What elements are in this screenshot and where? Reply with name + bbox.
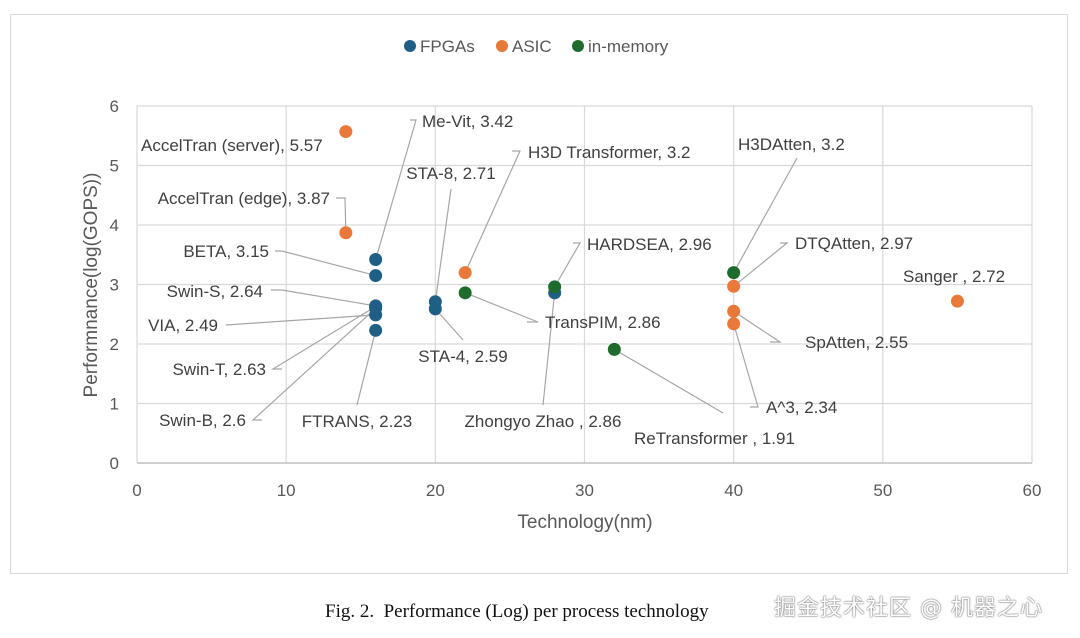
data-label: Zhongyo Zhao , 2.86 — [465, 412, 622, 431]
leader-line — [733, 157, 798, 273]
data-label: ReTransformer , 1.91 — [634, 429, 795, 448]
leader-line — [434, 308, 464, 341]
data-label: HARDSEA, 2.96 — [587, 235, 712, 254]
chart-frame — [10, 14, 1068, 574]
data-label: DTQAtten, 2.97 — [795, 234, 913, 253]
data-label: H3D Transformer, 3.2 — [528, 143, 691, 162]
y-tick-label: 1 — [110, 395, 119, 414]
legend-item-in-memory: in-memory — [572, 37, 669, 56]
data-label: SpAtten, 2.55 — [805, 333, 908, 352]
axes: 0 10 20 30 40 50 60 0 1 2 3 4 5 6 — [110, 97, 1042, 500]
data-label: AccelTran (edge), 3.87 — [158, 189, 330, 208]
leader-line — [554, 242, 582, 288]
x-axis-title: Technology(nm) — [517, 512, 652, 533]
data-label: TransPIM, 2.86 — [545, 313, 661, 332]
leader-line — [464, 150, 521, 273]
data-point-in-memory — [458, 286, 472, 300]
leader-line — [225, 314, 376, 326]
y-tick-label: 4 — [110, 216, 119, 235]
leader-line — [733, 242, 789, 287]
data-point-asic — [950, 294, 964, 308]
x-tick-label: 50 — [873, 481, 892, 500]
data-label: VIA, 2.49 — [148, 316, 218, 335]
data-point-asic — [727, 304, 741, 318]
y-tick-label: 2 — [110, 335, 119, 354]
y-tick-label: 5 — [110, 157, 119, 176]
scatter-chart: 0 10 20 30 40 50 60 0 1 2 3 4 5 6 Me-Vit, 3.42 BETA, 3… — [81, 37, 1042, 533]
figure-caption: Fig. 2. Performance (Log) per process te… — [325, 601, 709, 622]
data-points — [339, 125, 964, 356]
leader-line — [614, 348, 724, 414]
data-label: STA-8, 2.71 — [406, 164, 495, 183]
legend-label: FPGAs — [420, 37, 475, 56]
data-point-asic — [339, 125, 353, 139]
x-tick-label: 0 — [132, 481, 141, 500]
data-point-asic — [458, 266, 472, 280]
leader-line — [275, 250, 376, 277]
legend-marker — [572, 40, 584, 52]
legend-item-asic: ASIC — [496, 37, 552, 56]
x-tick-label: 20 — [426, 481, 445, 500]
data-label: Swin-B, 2.6 — [159, 411, 246, 430]
leader-lines — [225, 119, 798, 421]
data-point-fpgas — [369, 253, 383, 267]
leader-line — [356, 330, 377, 406]
leader-line — [336, 197, 347, 233]
data-labels: Me-Vit, 3.42 BETA, 3.15 Swin-S, 2.64 Swin-T… — [141, 112, 1005, 448]
leader-line — [375, 119, 417, 260]
legend-label: ASIC — [512, 37, 552, 56]
data-label: BETA, 3.15 — [183, 242, 269, 261]
data-point-asic — [727, 279, 741, 293]
leader-line — [434, 188, 452, 302]
x-tick-label: 30 — [575, 481, 594, 500]
data-point-fpgas — [369, 269, 383, 283]
legend: FPGAs ASIC in-memory — [404, 37, 669, 56]
data-label: H3DAtten, 3.2 — [738, 135, 845, 154]
legend-marker — [404, 40, 416, 52]
data-point-fpgas — [369, 323, 383, 337]
y-axis-title: Performnance(log(GOPS)) — [81, 173, 102, 398]
data-label: FTRANS, 2.23 — [302, 412, 413, 431]
leader-line — [251, 307, 377, 421]
data-label: AccelTran (server), 5.57 — [141, 136, 323, 155]
data-point-asic — [727, 317, 741, 331]
leader-line — [733, 310, 782, 343]
data-label: STA-4, 2.59 — [418, 347, 507, 366]
data-point-in-memory — [607, 342, 621, 356]
data-label: Me-Vit, 3.42 — [422, 112, 513, 131]
data-label: Swin-T, 2.63 — [172, 360, 266, 379]
leader-line — [733, 323, 759, 408]
x-tick-label: 10 — [277, 481, 296, 500]
data-label: A^3, 2.34 — [766, 398, 837, 417]
data-point-in-memory — [548, 280, 562, 294]
data-point-fpgas — [369, 308, 383, 322]
watermark: 掘金技术社区 @ 机器之心 — [774, 596, 1043, 621]
legend-marker — [496, 40, 508, 52]
data-label: Sanger , 2.72 — [903, 267, 1005, 286]
y-tick-label: 6 — [110, 97, 119, 116]
x-tick-label: 40 — [724, 481, 743, 500]
leader-line — [542, 292, 556, 406]
legend-label: in-memory — [588, 37, 669, 56]
data-point-fpgas — [428, 302, 442, 316]
data-point-asic — [339, 226, 353, 240]
leader-line — [464, 292, 539, 323]
data-label: Swin-S, 2.64 — [167, 282, 263, 301]
leader-line — [271, 289, 376, 307]
leader-line — [270, 306, 376, 370]
y-tick-label: 0 — [110, 454, 119, 473]
x-tick-label: 60 — [1023, 481, 1042, 500]
y-tick-label: 3 — [110, 276, 119, 295]
data-point-in-memory — [727, 266, 741, 280]
legend-item-fpgas: FPGAs — [404, 37, 475, 56]
